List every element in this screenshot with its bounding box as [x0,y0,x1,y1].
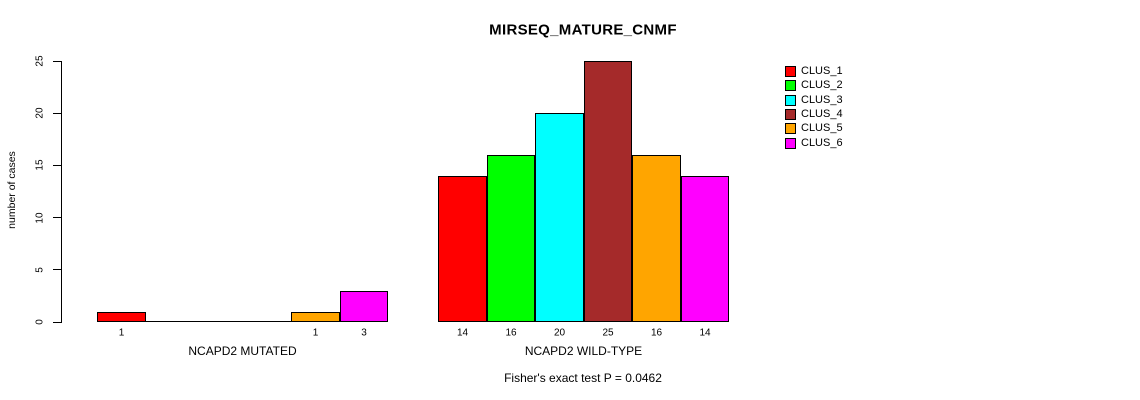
bar-value-label: 25 [602,327,614,338]
bar-clus_6 [340,291,388,322]
y-axis-line [61,61,62,323]
bar-clus_1 [97,312,146,322]
y-tick-mark [53,112,61,114]
group-label: NCAPD2 WILD-TYPE [524,344,643,358]
bar-value-label: 1 [312,327,319,338]
y-tick-label: 20 [34,107,46,119]
y-axis-title: number of cases [6,151,18,229]
legend-swatch-clus_1 [785,66,796,77]
fisher-test-note: Fisher's exact test P = 0.0462 [504,371,662,385]
bar-value-label: 3 [361,327,367,338]
y-tick-mark [53,164,61,166]
y-tick-label: 0 [34,319,46,325]
bar-clus_2-zero [146,321,194,322]
bar-value-label: 20 [553,327,566,338]
bar-clus_1 [438,176,487,322]
bar-clus_2 [487,155,535,322]
bar-clus_3 [535,113,584,322]
y-tick-mark [53,321,61,323]
y-tick-label: 10 [34,212,46,224]
legend-swatch-clus_2 [785,80,796,92]
legend-label: CLUS_6 [801,136,843,149]
bar-value-label: 16 [650,327,663,338]
y-tick-label: 25 [34,55,46,67]
group-label: NCAPD2 MUTATED [188,344,297,358]
legend-label: CLUS_5 [801,122,843,135]
bar-clus_3-zero [194,321,243,322]
y-tick-label: 5 [34,267,46,273]
bar-value-label: 14 [699,327,711,338]
bar-value-label: 14 [456,327,469,338]
bar-value-label: 1 [118,327,125,338]
bar-clus_6 [681,176,729,322]
y-tick-label: 15 [34,159,46,171]
bar-clus_4-zero [243,321,291,322]
y-tick-mark [53,217,61,219]
legend-swatch-clus_6 [785,137,796,149]
legend-label: CLUS_4 [801,108,843,121]
legend-label: CLUS_1 [801,65,843,77]
legend-swatch-clus_5 [785,123,796,135]
legend-swatch-clus_4 [785,109,796,121]
y-tick-mark [53,60,61,62]
bar-clus_5 [291,312,340,322]
legend-swatch-clus_3 [785,94,796,106]
bar-clus_4 [584,61,632,322]
chart-title: MIRSEQ_MATURE_CNMF [489,21,677,39]
legend-label: CLUS_3 [801,93,843,106]
legend-label: CLUS_2 [801,79,843,92]
bar-value-label: 16 [505,327,517,338]
y-tick-mark [53,269,61,271]
bar-clus_5 [632,155,681,322]
